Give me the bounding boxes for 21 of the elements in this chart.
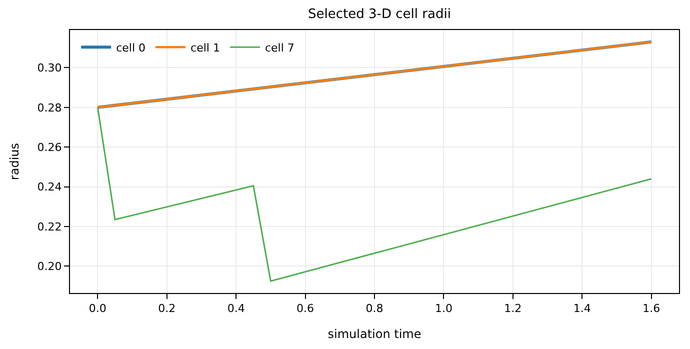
- x-tick-label: 1.0: [434, 302, 452, 316]
- y-axis-title: radius: [8, 142, 22, 180]
- x-tick-label: 1.6: [642, 302, 660, 316]
- chart-title: Selected 3-D cell radii: [308, 6, 451, 22]
- x-tick-label: 0.4: [227, 302, 245, 316]
- x-tick-label: 0.2: [158, 302, 176, 316]
- y-tick-label: 0.24: [37, 180, 62, 194]
- x-axis-title: simulation time: [328, 327, 422, 342]
- x-tick-label: 0.8: [366, 302, 384, 316]
- y-tick-label: 0.28: [37, 101, 62, 114]
- y-tick-label: 0.22: [37, 220, 62, 234]
- legend-label: cell 7: [264, 41, 294, 54]
- legend-label: cell 1: [190, 41, 220, 54]
- y-tick-label: 0.20: [37, 260, 62, 274]
- x-tick-label: 0.0: [88, 302, 106, 316]
- x-tick-label: 1.2: [504, 302, 522, 316]
- x-tick-label: 0.6: [296, 302, 314, 316]
- y-tick-label: 0.30: [37, 62, 62, 75]
- x-tick-label: 1.4: [573, 302, 591, 316]
- y-tick-label: 0.26: [37, 140, 62, 154]
- legend-label: cell 0: [116, 41, 146, 54]
